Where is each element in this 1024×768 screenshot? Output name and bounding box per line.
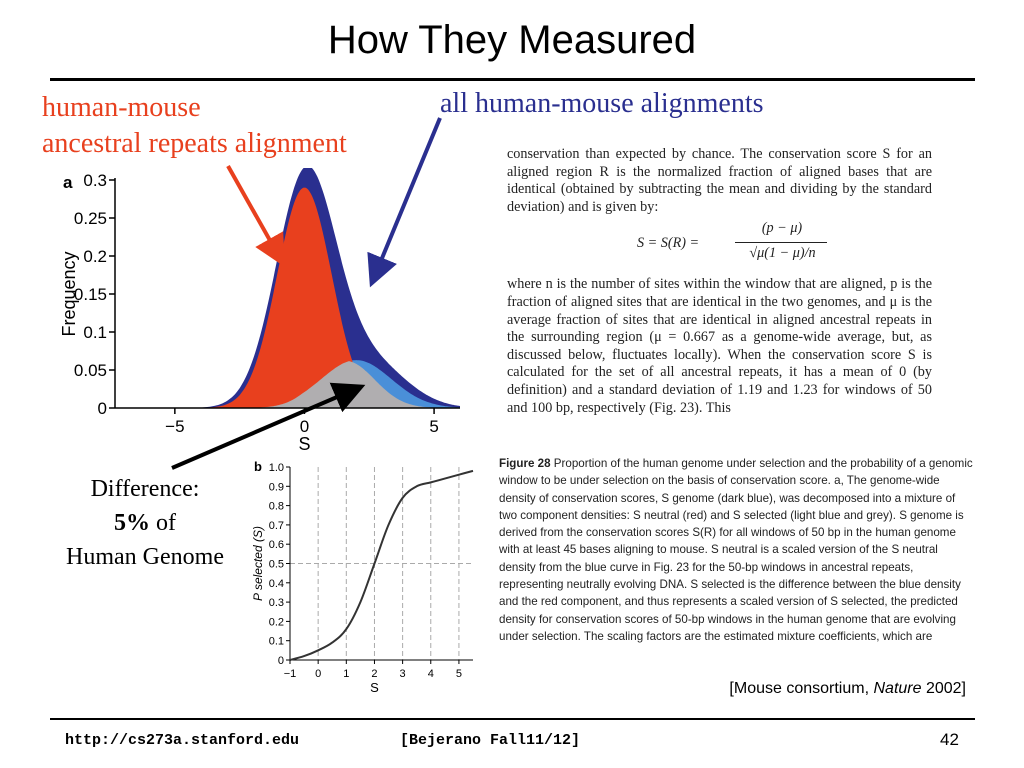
formula-den: √μ(1 − μ)/n [749, 245, 816, 262]
footer-rule [50, 718, 975, 720]
paper-para1: conservation than expected by chance. Th… [507, 146, 932, 215]
x-axis-label: S [370, 680, 379, 695]
x-tick-label: 4 [428, 668, 434, 680]
y-axis-label: Frequency [59, 251, 79, 336]
red-label-line2: ancestral repeats alignment [42, 128, 347, 159]
x-tick-label: −1 [284, 668, 297, 680]
citation-prefix: [Mouse consortium, [729, 680, 874, 697]
y-tick-label: 0.2 [269, 616, 284, 628]
difference-line2: 5% of [45, 506, 245, 540]
caption-label: Figure 28 [499, 457, 551, 470]
citation-year: 2002] [921, 680, 966, 697]
figure-caption: Figure 28 Proportion of the human genome… [499, 455, 974, 645]
y-tick-label: 0.25 [74, 209, 107, 228]
y-tick-label: 0.2 [83, 247, 107, 266]
difference-pct: 5% [114, 510, 150, 536]
panel-label-a: a [63, 173, 73, 192]
x-tick-label: 5 [456, 668, 462, 680]
title-rule [50, 78, 975, 81]
formula: S = S(R) = (p − μ) √μ(1 − μ)/n [507, 220, 932, 270]
x-axis-label: S [298, 434, 310, 453]
y-tick-label: 0.4 [269, 578, 284, 590]
y-tick-label: 0 [278, 655, 284, 667]
caption-text: Proportion of the human genome under sel… [499, 457, 973, 643]
y-tick-label: 0.3 [83, 171, 107, 190]
y-tick-label: 0.3 [269, 597, 284, 609]
paper-text: conservation than expected by chance. Th… [507, 146, 932, 417]
x-tick-label: 5 [429, 417, 438, 436]
y-tick-label: 0.05 [74, 361, 107, 380]
y-tick-label: 0.7 [269, 520, 284, 532]
y-tick-label: 0 [98, 399, 107, 418]
citation-journal: Nature [873, 680, 922, 697]
y-axis-label: P selected (S) [251, 526, 265, 601]
x-tick-label: −5 [165, 417, 184, 436]
overlap-area [123, 361, 460, 408]
probability-line [289, 469, 474, 661]
x-tick-label: 2 [371, 668, 377, 680]
formula-bar [735, 242, 827, 244]
chart-b: 00.10.20.30.40.50.60.70.80.91.0−1 0 1 2 3 4 5S… [251, 459, 474, 695]
y-tick-label: 0.8 [269, 501, 284, 513]
panel-label-b: b [254, 459, 262, 474]
formula-lhs: S = S(R) = [637, 235, 700, 252]
y-tick-label: 0.15 [74, 285, 107, 304]
red-label-line1: human-mouse [42, 92, 201, 123]
y-tick-label: 0.1 [269, 636, 284, 648]
footer-course: [Bejerano Fall11/12] [400, 732, 581, 749]
slide-title: How They Measured [327, 18, 697, 62]
y-tick-label: 1.0 [269, 462, 284, 474]
footer-url: http://cs273a.stanford.edu [65, 732, 300, 749]
blue-label: all human-mouse alignments [440, 88, 764, 119]
x-tick-label: 1 [343, 668, 349, 680]
difference-line1: Difference: [90, 476, 200, 502]
y-tick-label: 0.6 [269, 539, 284, 551]
formula-num: (p − μ) [761, 220, 803, 237]
y-tick-label: 0.5 [269, 559, 284, 571]
y-tick-label: 0.9 [269, 481, 284, 493]
x-tick-label: 0 [315, 668, 321, 680]
x-tick-label: 3 [400, 668, 406, 680]
red-label: human-mouse ancestral repeats alignment [42, 90, 442, 162]
difference-label: Difference: 5% of Human Genome [45, 472, 245, 574]
difference-of: of [150, 510, 176, 536]
y-tick-label: 0.1 [83, 323, 107, 342]
neutral-density-area [123, 187, 460, 408]
paper-para2: where n is the number of sites within th… [507, 276, 932, 416]
citation: [Mouse consortium, Nature 2002] [729, 680, 966, 698]
page-number: 42 [940, 730, 959, 749]
difference-line3: Human Genome [66, 544, 224, 570]
